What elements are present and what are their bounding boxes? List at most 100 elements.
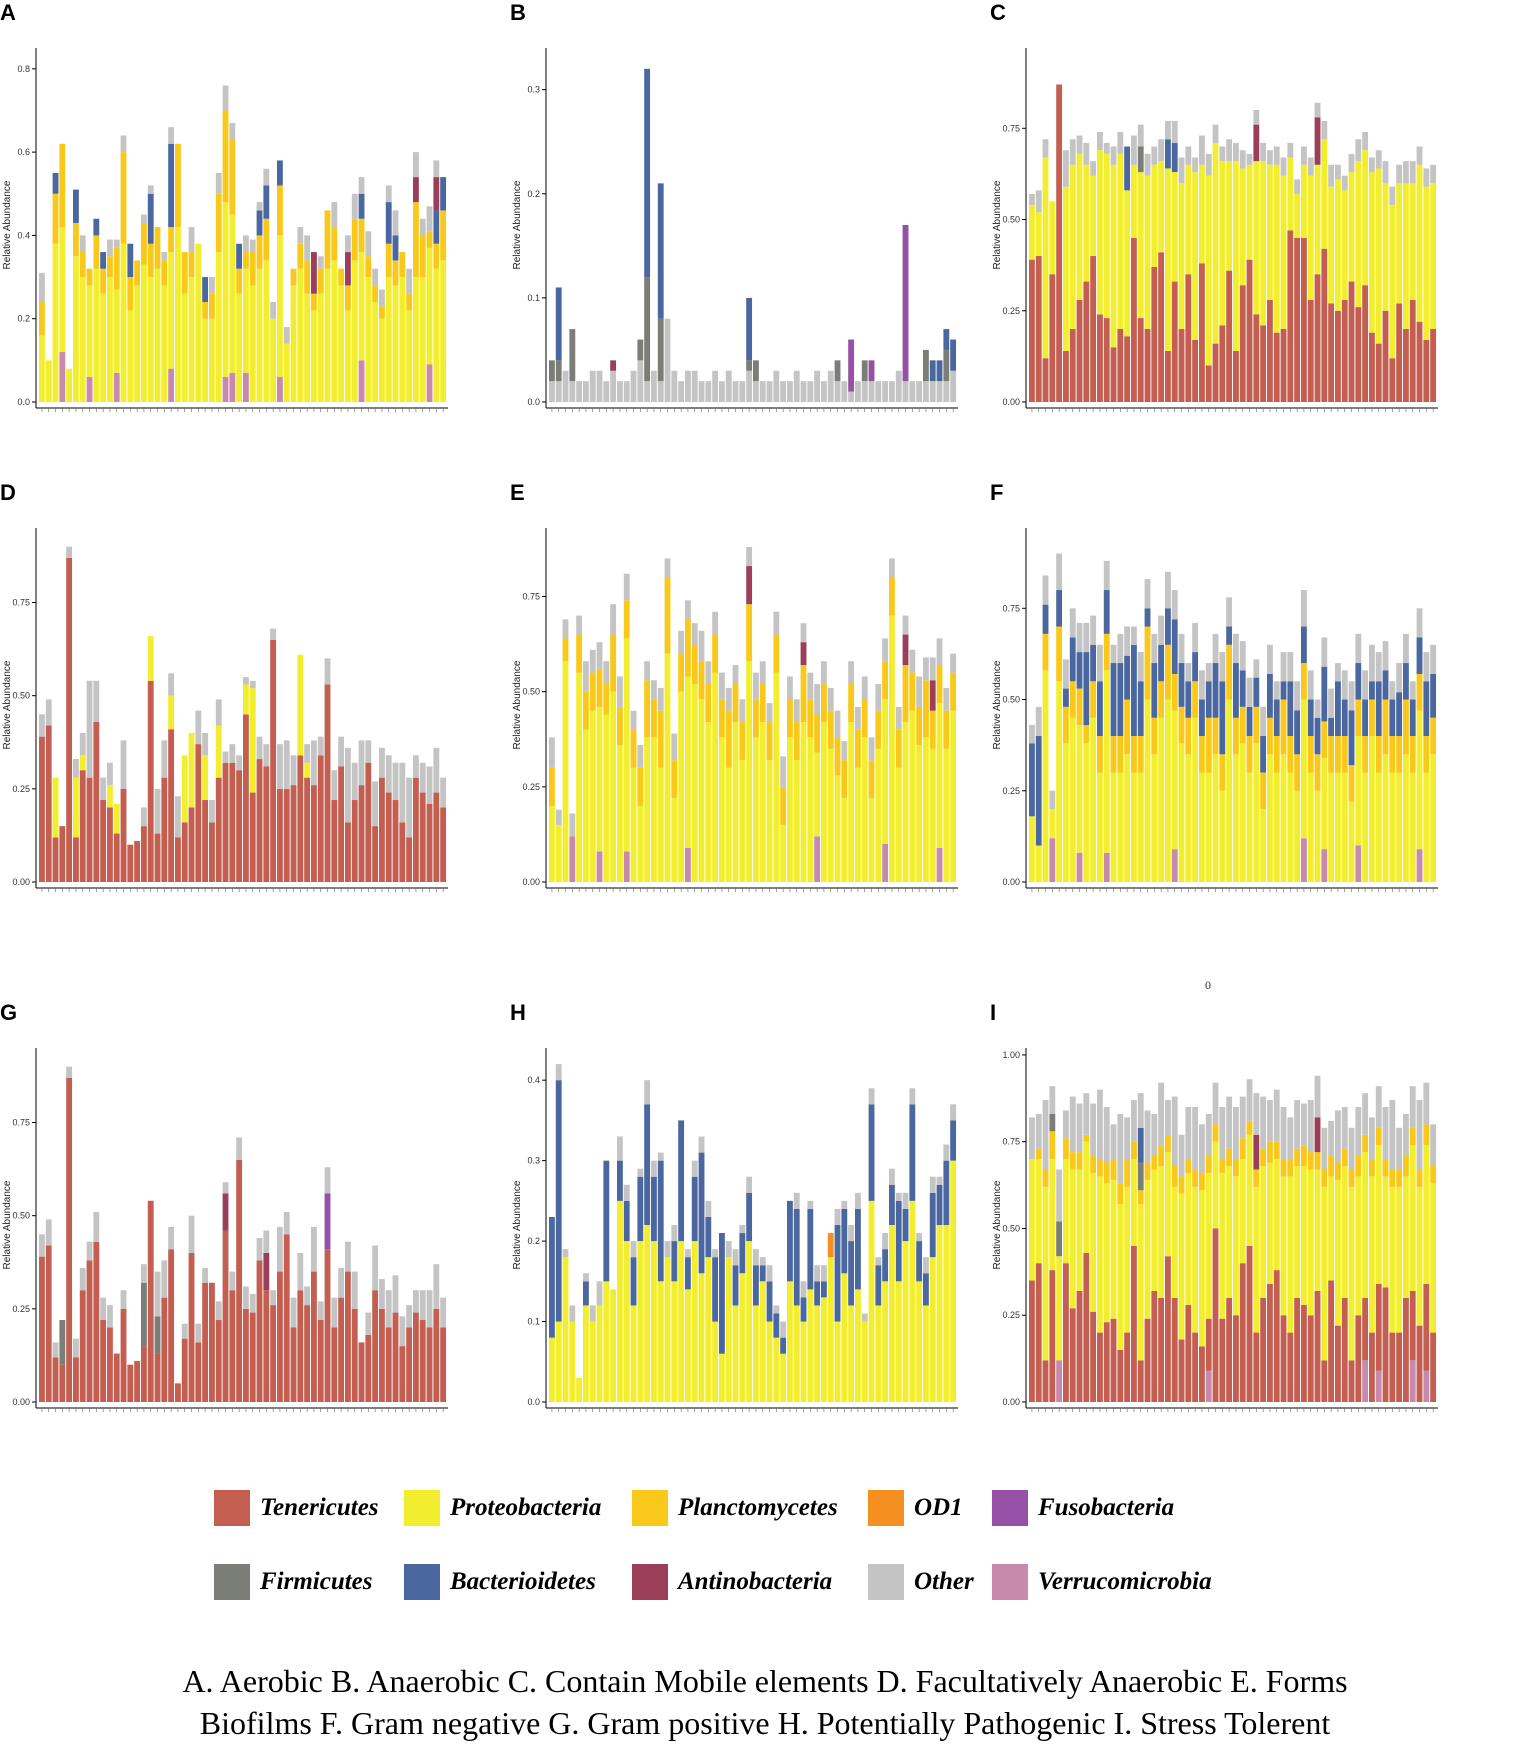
bar-segment-tenericutes bbox=[1131, 237, 1137, 402]
bar-segment-proteobacteria bbox=[1063, 743, 1069, 882]
bar-segment-proteobacteria bbox=[1328, 1176, 1335, 1281]
bar-segment-other bbox=[1171, 590, 1178, 620]
bar-segment-bacterioidetes bbox=[630, 1257, 637, 1306]
bar-segment-planctomycetes bbox=[1233, 1159, 1239, 1177]
bar-segment-proteobacteria bbox=[1110, 164, 1117, 348]
bar-segment-other bbox=[1416, 608, 1423, 638]
bar-segment-proteobacteria bbox=[406, 310, 413, 402]
bar-segment-other bbox=[1029, 1117, 1035, 1160]
bar-segment-other bbox=[732, 665, 739, 685]
bar-segment-planctomycetes bbox=[59, 143, 66, 228]
bar-segment-proteobacteria bbox=[236, 293, 243, 402]
bar-segment-tenericutes bbox=[1144, 329, 1151, 402]
bar-segment-proteobacteria bbox=[1205, 1172, 1212, 1319]
bar-segment-other bbox=[52, 1342, 59, 1358]
bar-segment-planctomycetes bbox=[1382, 699, 1389, 755]
y-axis-label: Relative Abundance bbox=[512, 660, 523, 749]
bar-segment-tenericutes bbox=[379, 1308, 385, 1402]
bar-segment-proteobacteria bbox=[392, 285, 399, 402]
bar-segment-planctomycetes bbox=[100, 268, 107, 294]
bar-segment-proteobacteria bbox=[141, 264, 147, 402]
bar-segment-other bbox=[1267, 644, 1273, 674]
bar-segment-planctomycetes bbox=[1151, 717, 1158, 755]
bar-segment-other bbox=[222, 85, 229, 111]
bar-segment-other bbox=[1199, 1124, 1205, 1173]
bar-segment-tenericutes bbox=[161, 1297, 168, 1402]
bar-segment-other bbox=[1076, 135, 1083, 154]
bar-segment-proteobacteria bbox=[1192, 172, 1199, 340]
bar-segment-planctomycetes bbox=[936, 665, 943, 704]
bar-segment-firmicutes bbox=[1137, 1162, 1144, 1191]
bar-segment-other bbox=[583, 661, 589, 692]
bar-segment-other bbox=[1348, 681, 1355, 711]
bar-segment-planctomycetes bbox=[168, 227, 175, 253]
bar-segment-other bbox=[610, 370, 617, 402]
bar-segment-proteobacteria bbox=[1416, 710, 1423, 850]
legend-swatch bbox=[992, 1490, 1028, 1526]
bar-segment-bacterioidetes bbox=[1403, 663, 1409, 700]
bar-segment-other bbox=[1090, 615, 1097, 645]
bar-segment-other bbox=[236, 1137, 243, 1160]
bar-segment-proteobacteria bbox=[861, 737, 868, 882]
bar-segment-other bbox=[1273, 681, 1280, 700]
bar-segment-proteobacteria bbox=[725, 1257, 732, 1402]
bar-segment-other bbox=[712, 370, 719, 402]
bar-segment-other bbox=[936, 381, 943, 402]
bar-segment-proteobacteria bbox=[1151, 164, 1158, 267]
bar-segment-other bbox=[902, 381, 909, 402]
bar-segment-planctomycetes bbox=[147, 243, 154, 278]
bar-segment-other bbox=[1362, 670, 1369, 700]
bar-segment-proteobacteria bbox=[787, 737, 793, 882]
bar-segment-bacterioidetes bbox=[1416, 637, 1423, 674]
bar-segment-tenericutes bbox=[1260, 325, 1267, 402]
bar-segment-proteobacteria bbox=[1103, 1183, 1110, 1323]
bar-segment-tenericutes bbox=[1375, 343, 1382, 402]
bar-segment-tenericutes bbox=[113, 1353, 120, 1402]
bar-segment-proteobacteria bbox=[664, 1257, 671, 1402]
bar-segment-tenericutes bbox=[1219, 1318, 1226, 1402]
bar-segment-other bbox=[1321, 120, 1328, 140]
bar-segment-proteobacteria bbox=[1029, 816, 1035, 882]
bar-segment-tenericutes bbox=[1049, 1270, 1056, 1402]
panel-f: F Relative Abundance 0.00 0.25 0.50 0.75 bbox=[990, 480, 1470, 920]
bar-segment-proteobacteria bbox=[623, 1241, 630, 1402]
bar-segment-other bbox=[1239, 641, 1246, 671]
bar-segment-other bbox=[569, 1305, 576, 1322]
bar-segment-tenericutes bbox=[256, 1260, 263, 1402]
bar-segment-bacterioidetes bbox=[773, 1313, 780, 1338]
y-tick-label: 0.3 bbox=[527, 85, 540, 95]
bar-segment-other bbox=[45, 699, 52, 726]
bar-segment-other bbox=[1158, 615, 1165, 645]
bar-segment-other bbox=[657, 687, 664, 711]
bar-segment-planctomycetes bbox=[1253, 1169, 1260, 1187]
y-tick-label: 0.75 bbox=[522, 592, 540, 602]
bar-segment-other bbox=[1396, 663, 1403, 693]
bar-segment-planctomycetes bbox=[1151, 1155, 1158, 1170]
bar-segment-bacterioidetes bbox=[712, 1257, 719, 1322]
y-tick-label: 0.00 bbox=[522, 877, 540, 887]
bar-segment-verrucomicrobia bbox=[229, 372, 236, 402]
bar-segment-other bbox=[1239, 1096, 1246, 1139]
bar-segment-planctomycetes bbox=[1246, 1120, 1253, 1135]
bar-segment-planctomycetes bbox=[1185, 1159, 1192, 1173]
bar-segment-other bbox=[1307, 1100, 1314, 1153]
bar-segment-other bbox=[107, 762, 113, 786]
bar-segment-bacterioidetes bbox=[1165, 139, 1171, 169]
bar-segment-planctomycetes bbox=[1165, 644, 1171, 700]
bar-segment-other bbox=[120, 740, 127, 789]
bar-segment-other bbox=[79, 1267, 86, 1291]
bar-segment-other bbox=[596, 370, 603, 402]
bar-segment-firmicutes bbox=[923, 349, 929, 382]
bar-segment-proteobacteria bbox=[1056, 681, 1063, 882]
bar-segment-tenericutes bbox=[1280, 1315, 1287, 1402]
bar-segment-other bbox=[780, 756, 787, 787]
bar-segment-other bbox=[549, 381, 555, 402]
bar-segment-other bbox=[1117, 131, 1124, 154]
bar-segment-proteobacteria bbox=[202, 755, 209, 801]
bar-segment-verrucomicrobia bbox=[1375, 1370, 1382, 1402]
bar-segment-other bbox=[895, 706, 902, 730]
bar-segment-other bbox=[1103, 142, 1110, 154]
bar-segment-tenericutes bbox=[59, 826, 66, 882]
